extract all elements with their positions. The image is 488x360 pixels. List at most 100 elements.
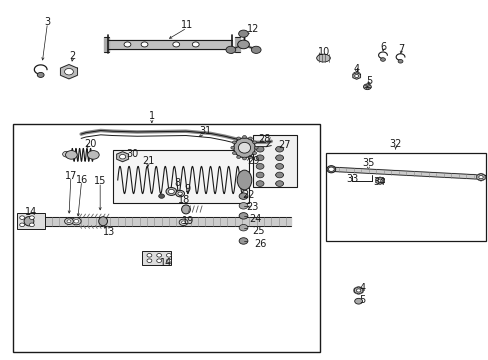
- Text: 25: 25: [251, 226, 264, 236]
- Ellipse shape: [24, 217, 34, 226]
- Circle shape: [237, 40, 249, 49]
- Text: 31: 31: [199, 126, 211, 136]
- Polygon shape: [29, 217, 290, 226]
- Circle shape: [275, 181, 283, 186]
- Text: 18: 18: [178, 195, 190, 205]
- Polygon shape: [354, 287, 362, 294]
- Ellipse shape: [476, 174, 484, 181]
- Circle shape: [232, 152, 236, 154]
- Ellipse shape: [354, 298, 362, 304]
- Text: 15: 15: [94, 176, 106, 186]
- Circle shape: [239, 225, 247, 231]
- Ellipse shape: [275, 156, 283, 159]
- Ellipse shape: [275, 147, 283, 151]
- Circle shape: [119, 154, 125, 159]
- Text: 5: 5: [365, 76, 371, 86]
- Ellipse shape: [168, 189, 174, 194]
- Circle shape: [141, 42, 148, 47]
- Ellipse shape: [363, 84, 370, 90]
- Text: 32: 32: [388, 139, 401, 149]
- Circle shape: [29, 216, 34, 220]
- Circle shape: [242, 157, 246, 160]
- Ellipse shape: [237, 170, 251, 190]
- Text: 2: 2: [70, 51, 76, 61]
- Circle shape: [353, 287, 363, 294]
- Text: 14: 14: [25, 207, 37, 217]
- Ellipse shape: [239, 213, 247, 219]
- Ellipse shape: [239, 238, 247, 244]
- Circle shape: [192, 42, 199, 47]
- Circle shape: [64, 218, 73, 225]
- Circle shape: [172, 42, 179, 47]
- Text: 33: 33: [346, 174, 358, 184]
- Ellipse shape: [326, 166, 335, 173]
- Circle shape: [179, 219, 187, 226]
- Text: 27: 27: [278, 140, 290, 150]
- Circle shape: [254, 146, 258, 149]
- Circle shape: [256, 172, 264, 178]
- Polygon shape: [104, 37, 109, 52]
- Circle shape: [380, 58, 385, 61]
- Text: 8: 8: [174, 178, 180, 188]
- Circle shape: [230, 146, 234, 149]
- Circle shape: [275, 146, 283, 152]
- Circle shape: [252, 141, 256, 144]
- Polygon shape: [352, 73, 360, 79]
- Circle shape: [236, 137, 240, 140]
- Circle shape: [275, 172, 283, 178]
- Polygon shape: [375, 177, 384, 184]
- Circle shape: [62, 151, 70, 157]
- Polygon shape: [61, 64, 77, 79]
- Circle shape: [478, 176, 482, 179]
- Text: 1: 1: [148, 111, 155, 121]
- Text: 14: 14: [160, 258, 172, 268]
- Polygon shape: [108, 40, 232, 49]
- Circle shape: [157, 253, 161, 257]
- Circle shape: [352, 72, 360, 78]
- Circle shape: [158, 194, 164, 198]
- Circle shape: [251, 46, 261, 53]
- Bar: [326, 153, 485, 241]
- Circle shape: [232, 141, 236, 144]
- Circle shape: [397, 59, 402, 63]
- Polygon shape: [234, 37, 239, 52]
- Bar: [253, 135, 297, 187]
- Bar: [142, 251, 171, 265]
- Circle shape: [252, 152, 256, 154]
- Circle shape: [20, 216, 24, 220]
- Text: 12: 12: [246, 24, 259, 35]
- Text: 4: 4: [359, 283, 365, 293]
- Circle shape: [65, 150, 77, 159]
- Text: 34: 34: [372, 177, 385, 187]
- Text: 35: 35: [362, 158, 374, 168]
- Bar: [113, 150, 249, 203]
- Circle shape: [71, 218, 81, 225]
- Text: 29: 29: [246, 156, 259, 166]
- Text: 28: 28: [257, 134, 270, 144]
- Text: 24: 24: [249, 214, 262, 224]
- Text: 4: 4: [353, 64, 359, 74]
- Text: 6: 6: [380, 42, 386, 51]
- Polygon shape: [330, 167, 480, 179]
- Text: 9: 9: [183, 184, 190, 194]
- Circle shape: [248, 137, 252, 140]
- Text: 26: 26: [253, 239, 266, 249]
- Circle shape: [147, 253, 152, 257]
- Circle shape: [157, 259, 161, 262]
- Text: 11: 11: [181, 20, 193, 30]
- Circle shape: [256, 155, 264, 161]
- Circle shape: [181, 221, 185, 224]
- Ellipse shape: [178, 192, 182, 195]
- Circle shape: [64, 68, 73, 75]
- Circle shape: [354, 75, 358, 77]
- Text: 20: 20: [84, 139, 97, 149]
- Ellipse shape: [181, 205, 190, 214]
- Polygon shape: [476, 174, 484, 181]
- Circle shape: [242, 135, 246, 138]
- Ellipse shape: [233, 138, 255, 158]
- Bar: [17, 213, 45, 229]
- Circle shape: [147, 259, 152, 262]
- Polygon shape: [117, 152, 128, 162]
- Circle shape: [166, 259, 171, 262]
- Ellipse shape: [275, 165, 283, 168]
